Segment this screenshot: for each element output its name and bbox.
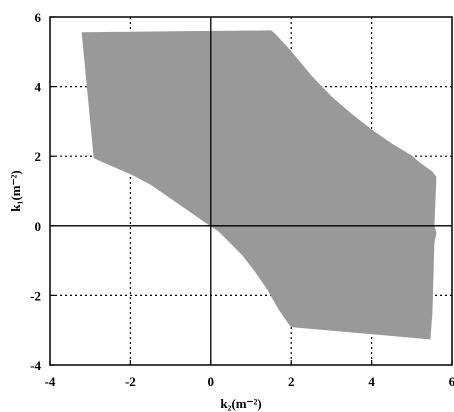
y-tick-label: -4 — [30, 358, 41, 373]
x-tick-label: 0 — [208, 374, 215, 389]
y-tick-label: 2 — [35, 149, 42, 164]
x-tick-label: -2 — [125, 374, 136, 389]
feasible-region-area — [81, 30, 437, 340]
y-axis-label: k₁(m⁻²) — [8, 170, 23, 211]
y-tick-label: 0 — [35, 219, 42, 234]
zero-lines — [50, 17, 452, 365]
axis-ticks: -4 -2 0 2 4 6 -4 -2 0 2 4 6 — [30, 10, 454, 389]
y-tick-label: -2 — [30, 288, 41, 303]
y-tick-label: 6 — [35, 10, 42, 25]
plot-frame — [49, 16, 453, 366]
x-tick-label: -4 — [45, 374, 56, 389]
x-axis-label: k₂(m⁻²) — [220, 396, 261, 411]
x-tick-label: 4 — [368, 374, 375, 389]
x-tick-label: 6 — [449, 374, 454, 389]
x-tick-label: 2 — [288, 374, 295, 389]
y-tick-label: 4 — [35, 80, 42, 95]
